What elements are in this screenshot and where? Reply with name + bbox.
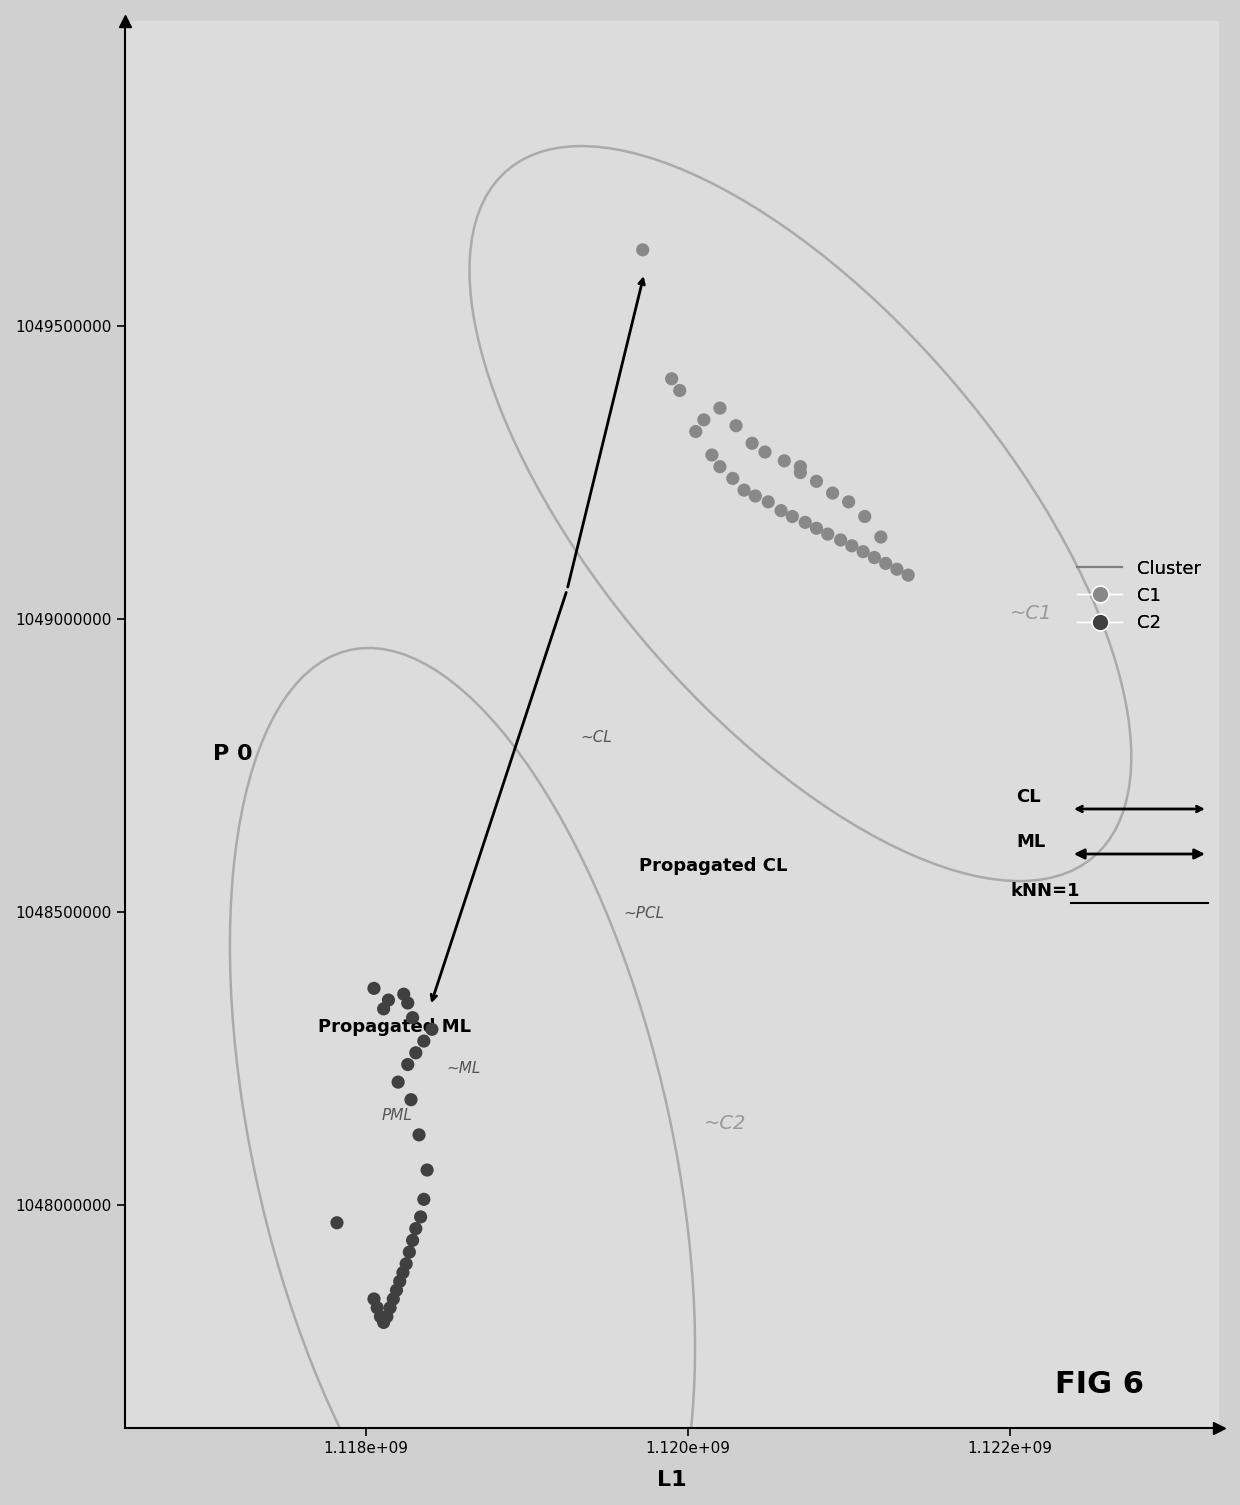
Text: Propagated CL: Propagated CL [640,858,787,874]
Point [422,1017,441,1041]
Point [365,977,384,1001]
Point [870,525,890,549]
Point [686,420,706,444]
Point [727,414,746,438]
Point [632,238,652,262]
Point [373,996,393,1020]
Point [887,557,906,581]
Point [373,1311,393,1335]
Text: P 0: P 0 [213,743,253,763]
Point [711,396,730,420]
Point [394,983,414,1007]
Point [399,1240,419,1264]
Point [806,516,826,540]
Point [795,510,815,534]
Point [755,439,775,464]
Point [854,504,874,528]
Point [377,1305,397,1329]
Point [818,522,838,546]
Point [771,498,791,522]
Point [774,448,794,473]
Point [388,1070,408,1094]
Text: ~PCL: ~PCL [624,906,665,921]
X-axis label: L1: L1 [657,1470,687,1490]
Point [670,378,689,402]
Point [822,482,842,506]
Text: Propagated ML: Propagated ML [317,1019,471,1037]
Text: FIG 6: FIG 6 [1055,1370,1143,1398]
Point [838,489,858,513]
Point [409,1123,429,1147]
Point [371,1305,391,1329]
Point [790,455,810,479]
Point [365,1287,384,1311]
Point [389,1269,409,1293]
Point [743,432,763,456]
Legend: Cluster, C1, C2: Cluster, C1, C2 [1068,551,1210,641]
Text: ~ML: ~ML [446,1061,481,1076]
Text: ML: ML [1017,832,1045,850]
Point [759,489,779,513]
Text: CL: CL [1017,789,1040,807]
Point [403,1228,423,1252]
Point [398,1052,418,1076]
Point [745,485,765,509]
Point [414,1029,434,1054]
Point [393,1261,413,1285]
Point [378,987,398,1011]
Point [702,442,722,467]
Point [734,479,754,503]
Point [790,461,810,485]
Point [782,504,802,528]
Point [898,563,918,587]
Point [398,990,418,1014]
Text: PML: PML [382,1108,413,1123]
Text: ~CL: ~CL [580,730,611,745]
Text: kNN=1: kNN=1 [1011,882,1080,900]
Point [853,540,873,564]
Point [367,1296,387,1320]
Point [662,367,682,391]
Text: ~C1: ~C1 [1009,604,1052,623]
Point [383,1287,403,1311]
Point [401,1088,420,1112]
Point [864,545,884,569]
Point [417,1157,436,1181]
Point [806,470,826,494]
Point [405,1041,425,1066]
Point [381,1296,401,1320]
Point [387,1278,407,1302]
Point [831,528,851,552]
Text: ~C2: ~C2 [704,1114,746,1133]
Point [414,1187,434,1212]
Point [711,455,730,479]
Point [410,1206,430,1230]
Point [397,1252,417,1276]
Point [327,1210,347,1234]
Point [405,1216,425,1240]
Point [403,1005,423,1029]
Point [694,408,714,432]
Point [723,467,743,491]
Point [875,551,895,575]
Point [842,534,862,558]
